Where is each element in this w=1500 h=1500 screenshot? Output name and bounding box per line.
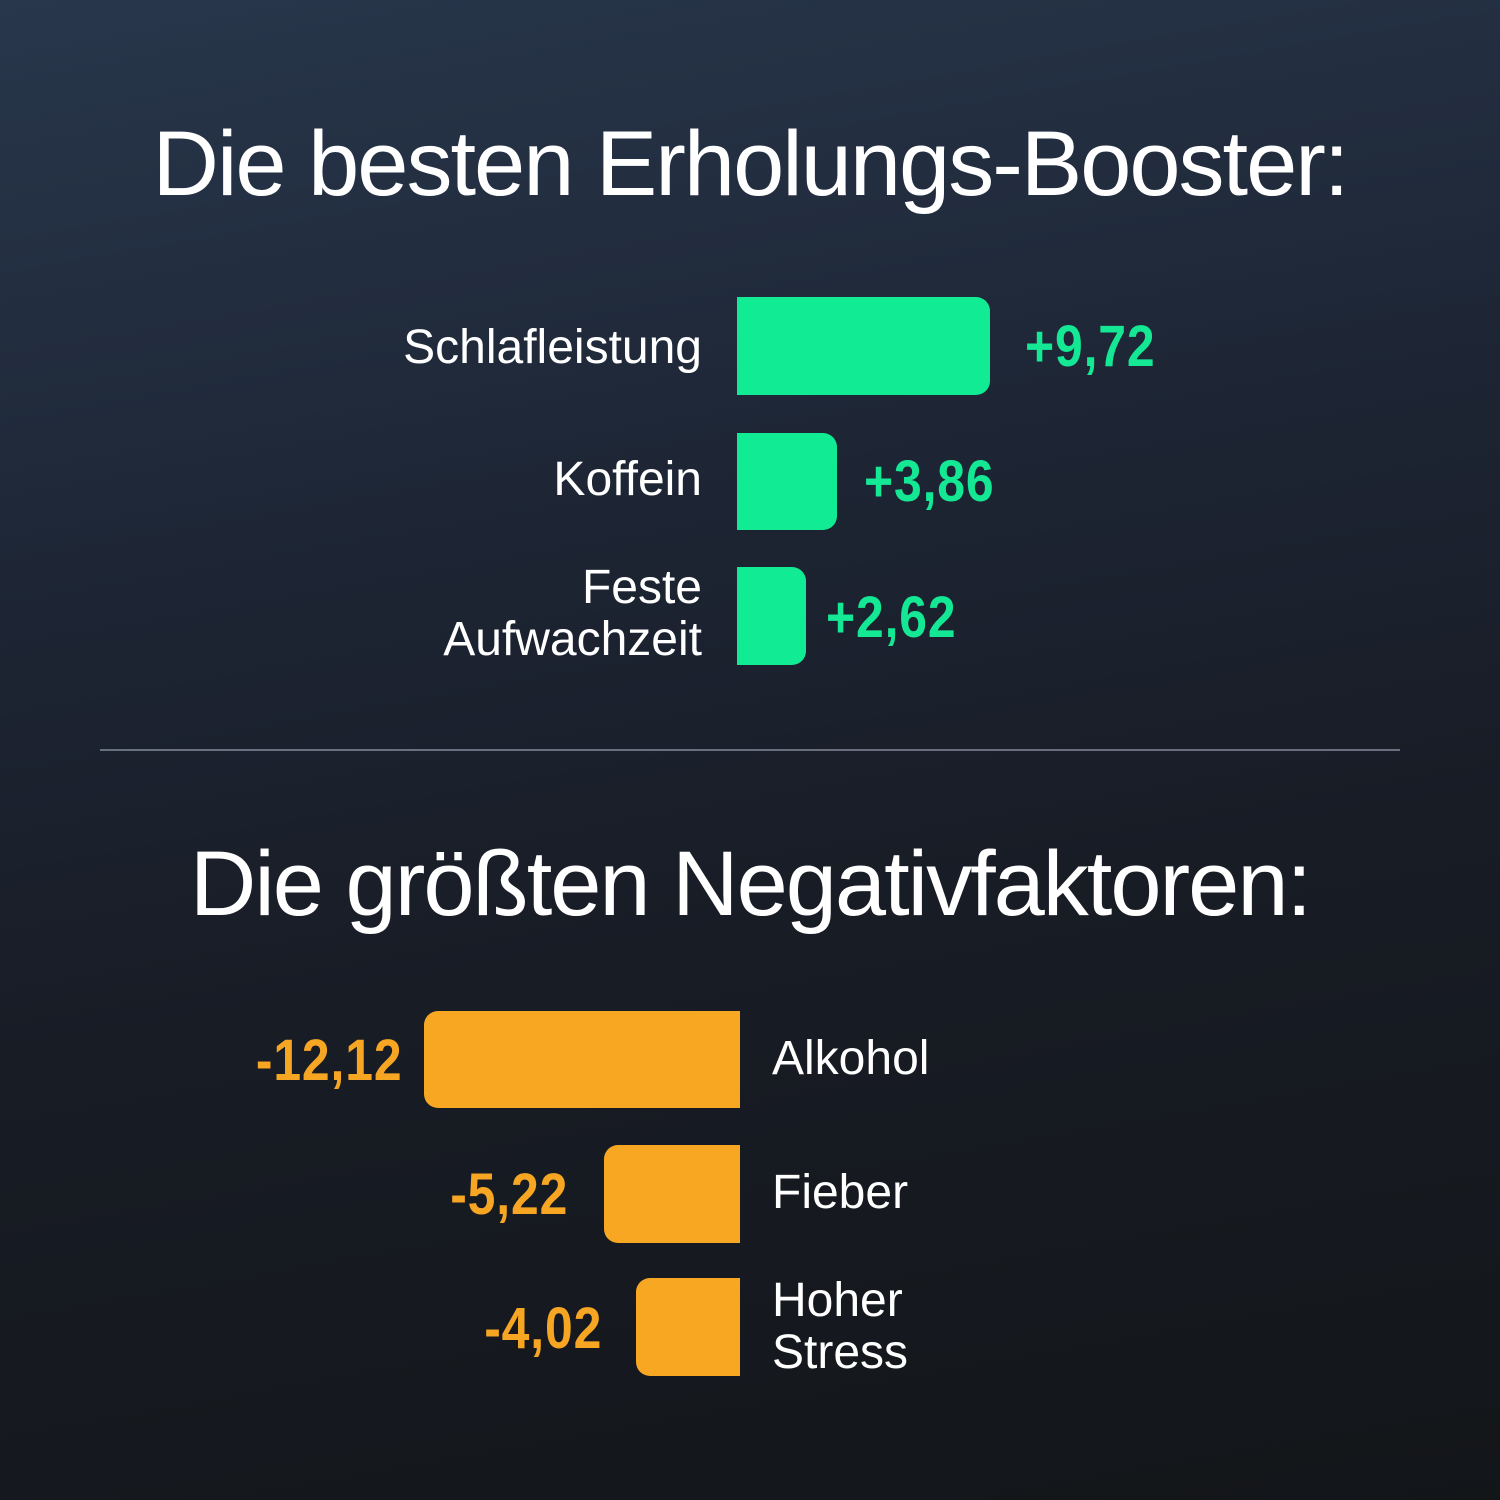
- boosters-title: Die besten Erholungs-Booster:: [152, 113, 1350, 215]
- label-line-1: Hoher: [772, 1274, 903, 1327]
- bar-label-fieber: Fieber: [772, 1166, 909, 1219]
- bar-fieber: [604, 1145, 740, 1243]
- bar-label-alkohol: Alkohol: [772, 1032, 930, 1085]
- bar-schlafleistung: [737, 297, 990, 395]
- negatives-title: Die größten Negativfaktoren:: [189, 833, 1312, 935]
- bar-label-koffein: Koffein: [553, 453, 702, 506]
- value-feste-aufwachzeit: +2,62: [826, 585, 957, 650]
- label-line-2: Stress: [772, 1326, 909, 1379]
- label-line-2: Aufwachzeit: [443, 613, 702, 666]
- bar-feste-aufwachzeit: [737, 567, 806, 665]
- value-schlafleistung: +9,72: [1025, 314, 1156, 379]
- value-alkohol: -12,12: [255, 1028, 402, 1093]
- bar-koffein: [737, 433, 837, 530]
- bar-alkohol: [424, 1011, 740, 1108]
- bar-hoher-stress: [636, 1278, 740, 1376]
- section-divider: [100, 749, 1400, 751]
- value-hoher-stress: -4,02: [484, 1296, 602, 1361]
- label-line-1: Feste: [581, 561, 702, 614]
- value-fieber: -5,22: [450, 1162, 568, 1227]
- value-koffein: +3,86: [864, 449, 995, 514]
- bar-label-feste-aufwachzeit: Feste Aufwachzeit: [443, 562, 702, 666]
- bar-label-hoher-stress: Hoher Stress: [772, 1275, 908, 1379]
- bar-label-schlafleistung: Schlafleistung: [403, 321, 702, 374]
